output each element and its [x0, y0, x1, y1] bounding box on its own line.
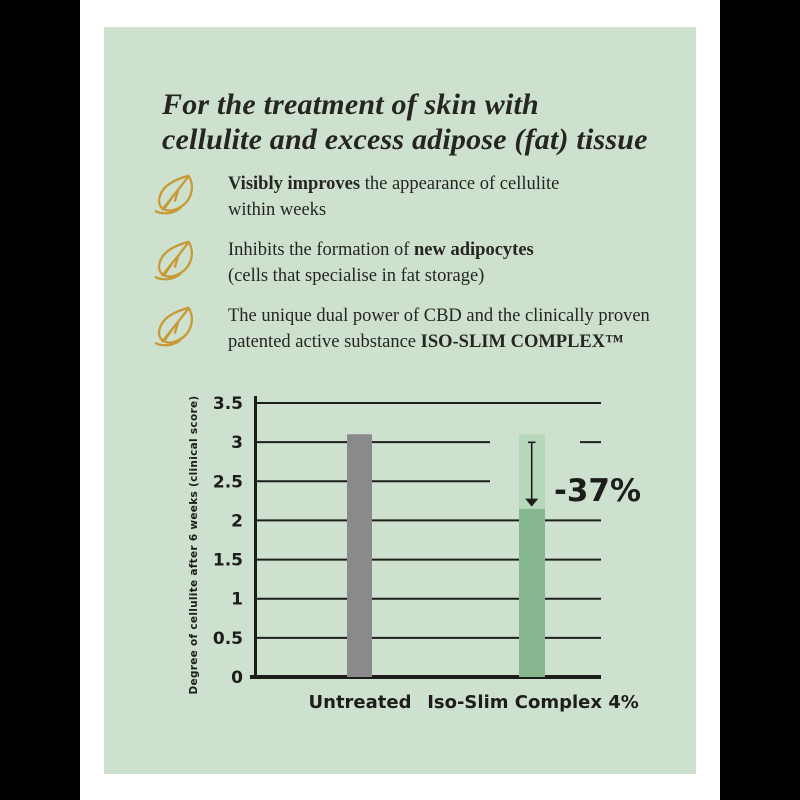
benefit-lead: Inhibits the formation of	[228, 240, 414, 260]
infographic-card: For the treatment of skin with cellulite…	[104, 27, 696, 774]
y-tick: 3	[231, 433, 243, 453]
y-tick: 0	[231, 668, 243, 688]
benefit-text: The unique dual power of CBD and the cli…	[228, 303, 652, 355]
y-tick: 3.5	[213, 394, 243, 414]
leaf-icon	[154, 306, 193, 347]
bar-untreated	[347, 434, 372, 677]
content-panel: For the treatment of skin with cellulite…	[80, 0, 720, 800]
bar-treated	[519, 508, 545, 677]
y-tick: 1.5	[213, 551, 243, 571]
category-label-isoslim: Iso-Slim Complex 4%	[427, 692, 639, 713]
y-axis-title: Degree of cellulite after 6 weeks (clini…	[188, 396, 200, 695]
page-title: For the treatment of skin with cellulite…	[162, 88, 648, 156]
y-tick-labels: 3.5 3 2.5 2 1.5 1 0.5 0	[213, 394, 243, 688]
reduction-percent-label: -37%	[554, 473, 641, 509]
benefit-tail: (cells that specialise in fat storage)	[228, 266, 485, 286]
benefit-list: Visibly improves the appearance of cellu…	[152, 171, 652, 369]
leaf-icon	[154, 240, 193, 281]
y-tick: 2	[231, 511, 243, 531]
y-tick: 2.5	[213, 472, 243, 492]
leaf-icon	[154, 174, 193, 215]
benefit-tail: the appearance of cellulite within weeks	[228, 174, 560, 220]
benefit-bold: Visibly improves	[228, 174, 361, 194]
benefit-item: Inhibits the formation of new adipocytes…	[152, 237, 652, 289]
benefit-text: Inhibits the formation of new adipocytes…	[228, 237, 652, 289]
benefit-item: Visibly improves the appearance of cellu…	[152, 171, 652, 223]
gridlines	[255, 402, 601, 639]
y-tick: 0.5	[213, 629, 243, 649]
cellulite-bar-chart: Degree of cellulite after 6 weeks (clini…	[188, 394, 641, 713]
category-label-untreated: Untreated	[309, 692, 412, 713]
reduction-arrow-head	[525, 498, 539, 507]
benefit-bold: ISO-SLIM COMPLEX™	[420, 332, 624, 352]
y-tick: 1	[231, 590, 243, 610]
benefit-item: The unique dual power of CBD and the cli…	[152, 303, 652, 355]
benefit-bold: new adipocytes	[414, 240, 534, 260]
benefit-lead: The unique dual power of CBD and the cli…	[228, 306, 650, 352]
benefit-text: Visibly improves the appearance of cellu…	[228, 171, 652, 223]
